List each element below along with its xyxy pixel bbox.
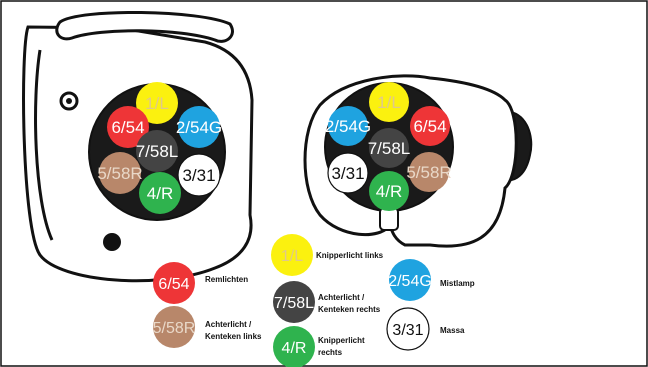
- legend-description: Knipperlicht: [318, 336, 365, 345]
- right-socket-pin-3-31: 3/31: [327, 152, 369, 194]
- right-socket-pin-circle: [409, 152, 449, 192]
- left-socket-pin-circle: [99, 152, 141, 194]
- right-socket-pin-2-54g: 2/54G: [325, 106, 371, 146]
- legend-pin-2-54g: 2/54G: [388, 259, 432, 301]
- latch-icon: [103, 233, 121, 251]
- legend-item-2-54g: 2/54G Mistlamp: [388, 259, 475, 301]
- right-socket-pin-label: 7/58L: [368, 139, 411, 158]
- left-socket-pin-label: 3/31: [182, 166, 215, 185]
- right-socket-pin-1-l: 1/L: [369, 82, 409, 122]
- right-socket-pin-label: 4/R: [376, 182, 402, 201]
- legend-pin-5-58r: 5/58R: [153, 306, 196, 348]
- right-socket-pin-label: 6/54: [413, 117, 446, 136]
- left-socket-pin-5-58r: 5/58R: [97, 152, 143, 194]
- legend-item-4-r: 4/R Knipperlicht rechts: [273, 326, 365, 367]
- left-socket-pin-label: 6/54: [111, 118, 144, 137]
- left-socket-pin-4-r: 4/R: [139, 172, 181, 214]
- legend-description: Remlichten: [205, 275, 248, 284]
- left-socket-pins: 1/L6/54 2/54G 7/58L 5/58R 3/31 4/R: [97, 82, 222, 214]
- right-socket-pin-circle: [328, 106, 368, 146]
- right-socket-pin-circle: [369, 171, 409, 211]
- legend-pin-label: 4/R: [282, 340, 307, 357]
- legend-pin-circle: [389, 259, 431, 301]
- left-socket-pin-circle: [139, 172, 181, 214]
- legend-pin-circle: [153, 306, 195, 348]
- legend-description: rechts: [318, 348, 343, 357]
- legend-pin-7-58l: 7/58L: [273, 281, 315, 323]
- left-socket-pin-circle: [107, 106, 149, 148]
- left-socket-pin-label: 1/L: [145, 94, 169, 113]
- right-socket-pin-6-54: 6/54: [410, 106, 450, 146]
- legend-item-1-l: 1/L Knipperlicht links: [271, 234, 384, 276]
- left-socket-pin-label: 4/R: [147, 184, 173, 203]
- right-socket-pin-label: 1/L: [377, 93, 401, 112]
- legend-pin-6-54: 6/54: [153, 262, 195, 304]
- legend-pin-circle: [271, 234, 313, 276]
- right-socket-pin-5-58r: 5/58R: [406, 152, 452, 192]
- legend-pin-label: 6/54: [158, 276, 189, 293]
- right-socket-pin-label: 3/31: [331, 164, 364, 183]
- right-socket-pin-circle: [410, 106, 450, 146]
- legend-pin-3-31: 3/31: [386, 307, 430, 351]
- legend-pin-label: 7/58L: [274, 295, 314, 312]
- legend-pin-label: 2/54G: [388, 273, 432, 290]
- legend-description: Kenteken links: [205, 332, 262, 341]
- legend-description: Kenteken rechts: [318, 305, 381, 314]
- left-socket-pin-circle: [177, 153, 221, 197]
- left-socket-pin-6-54: 6/54: [107, 106, 149, 148]
- left-socket-pin-7-58l: 7/58L: [136, 130, 179, 172]
- legend-description: Mistlamp: [440, 279, 475, 288]
- legend-pin-circle: [273, 326, 315, 367]
- right-socket-pin-circle: [369, 82, 409, 122]
- legend-pin-label: 5/58R: [153, 320, 196, 337]
- legend-description: Achterlicht /: [318, 293, 365, 302]
- left-socket-pin-circle: [136, 82, 178, 124]
- left-socket-pin-1-l: 1/L: [136, 82, 178, 124]
- left-socket-pin-3-31: 3/31: [177, 153, 221, 197]
- legend-item-6-54: 6/54 Remlichten: [153, 262, 248, 304]
- right-socket-pin-label: 2/54G: [325, 117, 371, 136]
- right-socket-pin-circle: [327, 152, 369, 194]
- legend-pin-circle: [386, 307, 430, 351]
- legend-description: Massa: [440, 326, 465, 335]
- legend-item-7-58l: 7/58L Achterlicht / Kenteken rechts: [273, 281, 381, 323]
- legend-pin-circle: [153, 262, 195, 304]
- left-socket-pin-label: 2/54G: [176, 118, 222, 137]
- legend-description: Knipperlicht links: [316, 251, 384, 260]
- legend-pin-1-l: 1/L: [271, 234, 313, 276]
- right-socket-pin-label: 5/58R: [406, 163, 451, 182]
- left-socket-pin-circle: [136, 130, 178, 172]
- legend-pin-label: 1/L: [281, 248, 303, 265]
- legend-pin-circle: [273, 281, 315, 323]
- legend-description: Achterlicht /: [205, 320, 252, 329]
- plug-key-notch: [379, 207, 399, 231]
- left-socket-pin-label: 5/58R: [97, 164, 142, 183]
- right-socket-pin-circle: [369, 128, 409, 168]
- left-socket-pin-circle: [178, 106, 220, 148]
- legend-pin-label: 3/31: [392, 322, 423, 339]
- left-socket-pin-label: 7/58L: [136, 142, 179, 161]
- pin-legend: 1/L Knipperlicht links 6/54 Remlichten 2/54G…: [153, 234, 475, 367]
- legend-pin-4-r: 4/R: [273, 326, 315, 367]
- legend-item-5-58r: 5/58R Achterlicht / Kenteken links: [153, 306, 262, 348]
- left-socket-pin-2-54g: 2/54G: [176, 106, 222, 148]
- right-socket-pin-4-r: 4/R: [369, 171, 409, 211]
- legend-item-3-31: 3/31 Massa: [386, 307, 465, 351]
- right-socket-pin-7-58l: 7/58L: [368, 128, 411, 168]
